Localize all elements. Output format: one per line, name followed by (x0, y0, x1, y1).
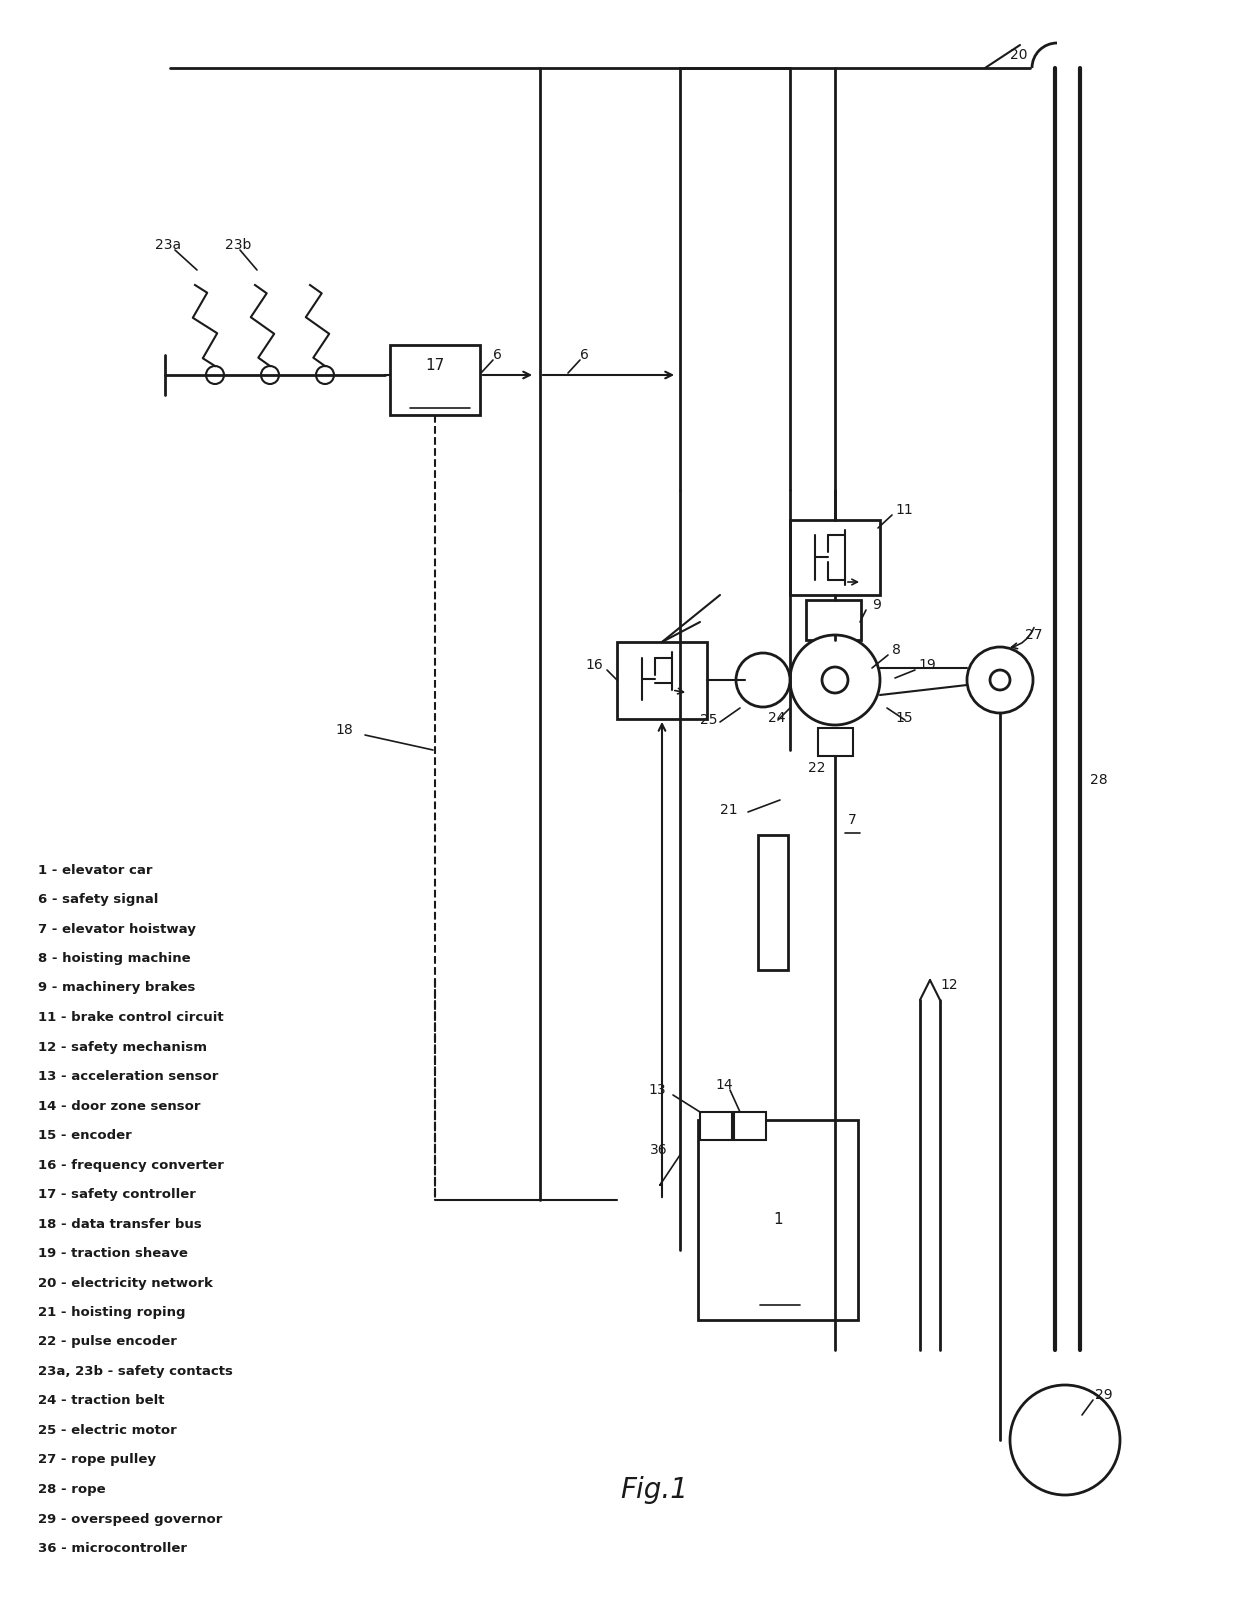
Text: 18: 18 (335, 723, 352, 737)
Bar (391, 344, 480, 415)
Text: 36: 36 (650, 1142, 667, 1157)
Text: 15 - encoder: 15 - encoder (38, 1129, 131, 1142)
Text: 11 - brake control circuit: 11 - brake control circuit (38, 1011, 223, 1024)
Text: 20 - electricity network: 20 - electricity network (38, 1277, 213, 1290)
Text: 12: 12 (940, 977, 957, 992)
Text: Fig.1: Fig.1 (620, 1475, 688, 1504)
Text: 25: 25 (701, 713, 718, 727)
Bar (818, 727, 853, 756)
Text: 23a, 23b - safety contacts: 23a, 23b - safety contacts (38, 1365, 233, 1378)
Bar (618, 642, 707, 719)
Text: 11: 11 (895, 503, 913, 517)
Text: 8: 8 (892, 642, 901, 657)
Text: 36 - microcontroller: 36 - microcontroller (38, 1543, 187, 1556)
Bar (806, 601, 861, 641)
Text: 14: 14 (715, 1078, 733, 1093)
Text: 6: 6 (494, 348, 502, 362)
Text: 22 - pulse encoder: 22 - pulse encoder (38, 1336, 177, 1349)
Circle shape (260, 365, 279, 384)
Text: 24 - traction belt: 24 - traction belt (38, 1394, 165, 1408)
Text: 12 - safety mechanism: 12 - safety mechanism (38, 1041, 207, 1054)
Text: 18 - data transfer bus: 18 - data transfer bus (38, 1218, 202, 1230)
Text: 7 - elevator hoistway: 7 - elevator hoistway (38, 923, 196, 936)
Bar (758, 835, 787, 969)
Bar (698, 1120, 858, 1320)
Text: 23a: 23a (155, 239, 181, 252)
Text: 16: 16 (585, 658, 603, 671)
Text: 1: 1 (774, 1213, 782, 1227)
Text: 6 - safety signal: 6 - safety signal (38, 892, 159, 907)
Bar (790, 521, 880, 594)
Circle shape (316, 365, 334, 384)
Bar (701, 1112, 732, 1141)
Circle shape (206, 365, 224, 384)
Text: 15: 15 (895, 711, 913, 726)
Text: 7: 7 (848, 812, 857, 827)
Text: 1 - elevator car: 1 - elevator car (38, 863, 153, 876)
Text: 29: 29 (1095, 1387, 1112, 1402)
Text: 6: 6 (580, 348, 589, 362)
Text: 25 - electric motor: 25 - electric motor (38, 1424, 177, 1437)
Text: 17: 17 (425, 357, 445, 373)
Bar (734, 1112, 766, 1141)
Circle shape (967, 647, 1033, 713)
Text: 19: 19 (918, 658, 936, 671)
Circle shape (790, 634, 880, 726)
Text: 22: 22 (808, 761, 826, 775)
Text: 27: 27 (1025, 628, 1043, 642)
Text: 9 - machinery brakes: 9 - machinery brakes (38, 982, 196, 995)
Text: 28 - rope: 28 - rope (38, 1483, 105, 1496)
Text: 9: 9 (872, 598, 880, 612)
Text: 13: 13 (649, 1083, 666, 1097)
Text: 28: 28 (1090, 774, 1107, 787)
Text: 23b: 23b (224, 239, 252, 252)
Text: 20: 20 (1011, 48, 1028, 62)
Text: 17 - safety controller: 17 - safety controller (38, 1189, 196, 1202)
Text: 13 - acceleration sensor: 13 - acceleration sensor (38, 1070, 218, 1083)
Text: 19 - traction sheave: 19 - traction sheave (38, 1246, 188, 1261)
Circle shape (1011, 1386, 1120, 1495)
Text: 14 - door zone sensor: 14 - door zone sensor (38, 1099, 201, 1112)
Text: 24: 24 (768, 711, 785, 726)
Text: 16 - frequency converter: 16 - frequency converter (38, 1158, 224, 1171)
Text: 21 - hoisting roping: 21 - hoisting roping (38, 1306, 186, 1318)
Circle shape (737, 654, 790, 706)
Text: 27 - rope pulley: 27 - rope pulley (38, 1453, 156, 1466)
Text: 29 - overspeed governor: 29 - overspeed governor (38, 1512, 222, 1525)
Circle shape (990, 670, 1011, 690)
Circle shape (822, 666, 848, 694)
Text: 8 - hoisting machine: 8 - hoisting machine (38, 952, 191, 964)
Text: 21: 21 (720, 803, 738, 817)
